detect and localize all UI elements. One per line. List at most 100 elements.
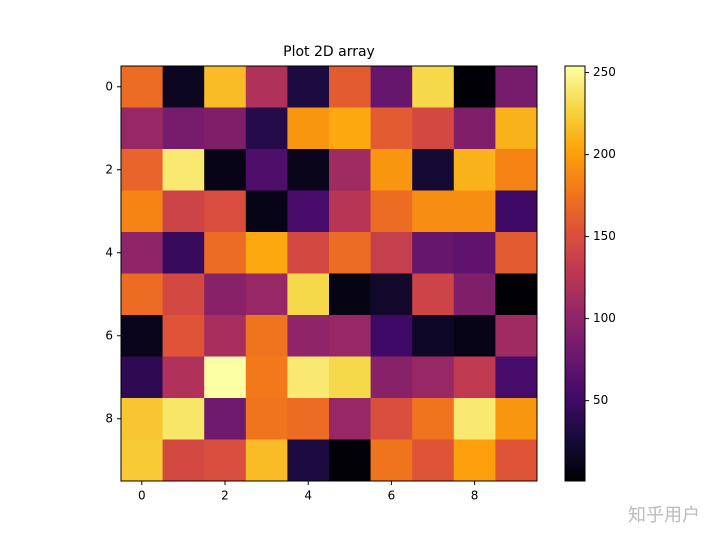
heatmap-cell [495, 398, 538, 440]
plot-frame [120, 65, 538, 482]
heatmap-cell [370, 107, 413, 150]
heatmap-cell [162, 190, 205, 233]
heatmap-cell [453, 315, 496, 357]
heatmap-cell [412, 190, 455, 233]
heatmap-cell [370, 190, 413, 233]
heatmap-cell [453, 149, 496, 191]
heatmap-cell [245, 66, 288, 108]
heatmap-cell [121, 356, 163, 399]
heatmap-cell [121, 439, 163, 482]
heatmap-cell [162, 232, 205, 274]
heatmap-cell [370, 398, 413, 440]
heatmap-cell [412, 66, 455, 108]
heatmap-cell [453, 190, 496, 233]
heatmap-cell [495, 439, 538, 482]
heatmap-cell [121, 232, 163, 274]
heatmap-cell [453, 398, 496, 440]
heatmap-cell [204, 66, 247, 108]
heatmap-cell [287, 273, 330, 316]
heatmap-cell [204, 190, 247, 233]
heatmap-cell [495, 190, 538, 233]
heatmap-cell [287, 149, 330, 191]
heatmap-cell [370, 232, 413, 274]
heatmap-cell [162, 356, 205, 399]
heatmap-cell [162, 107, 205, 150]
heatmap-cell [162, 273, 205, 316]
colorbar-tick-label: 250 [593, 65, 616, 79]
heatmap-cell [245, 273, 288, 316]
heatmap-cell [121, 190, 163, 233]
heatmap-cell [287, 232, 330, 274]
heatmap-cell [329, 190, 371, 233]
heatmap-cell [245, 107, 288, 150]
heatmap-cell [329, 398, 371, 440]
heatmap-cell [329, 232, 371, 274]
heatmap-cell [121, 398, 163, 440]
heatmap-cell [370, 439, 413, 482]
colorbar-tick-label: 200 [593, 147, 616, 161]
heatmap-cell [453, 356, 496, 399]
heatmap-cell [287, 315, 330, 357]
heatmap-cell [495, 149, 538, 191]
heatmap-cell [495, 315, 538, 357]
heatmap-cell [204, 439, 247, 482]
heatmap-cell [162, 439, 205, 482]
heatmap-cell [370, 149, 413, 191]
heatmap-cell [495, 232, 538, 274]
heatmap-cell [370, 273, 413, 316]
heatmap-cell [412, 439, 455, 482]
heatmap-cell [245, 398, 288, 440]
y-tick-label: 2 [105, 162, 113, 176]
heatmap-cell [495, 107, 538, 150]
heatmap-cell [245, 149, 288, 191]
x-tick-label: 6 [388, 489, 396, 503]
x-tick-label: 4 [304, 489, 312, 503]
heatmap-cell [329, 149, 371, 191]
watermark: 知乎用户 [628, 505, 700, 526]
heatmap-cell [204, 273, 247, 316]
heatmap-cell [412, 107, 455, 150]
colorbar-tick-label: 50 [593, 393, 608, 407]
heatmap-cell [121, 273, 163, 316]
heatmap-cell [329, 273, 371, 316]
heatmap-cell [329, 439, 371, 482]
heatmap-cell [204, 149, 247, 191]
heatmap-cell [121, 66, 163, 108]
heatmap-cell [287, 356, 330, 399]
heatmap-cell [245, 315, 288, 357]
heatmap-cell [453, 66, 496, 108]
heatmap-cell [495, 273, 538, 316]
heatmap-cell [121, 107, 163, 150]
heatmap-cell [495, 356, 538, 399]
heatmap-cell [204, 232, 247, 274]
heatmap-cell [412, 356, 455, 399]
y-tick-label: 6 [105, 328, 113, 342]
x-tick-label: 8 [471, 489, 479, 503]
heatmap-cell [412, 273, 455, 316]
y-tick-label: 8 [105, 411, 113, 425]
heatmap-cell [287, 66, 330, 108]
heatmap-cell [329, 356, 371, 399]
heatmap-cell [412, 232, 455, 274]
heatmap-cell [287, 190, 330, 233]
heatmap-cell [370, 315, 413, 357]
heatmap-cell [453, 439, 496, 482]
colorbar [564, 65, 586, 482]
heatmap-cell [287, 398, 330, 440]
heatmap-cell [287, 107, 330, 150]
heatmap-cell [245, 439, 288, 482]
heatmap-cell [329, 107, 371, 150]
heatmap-cell [370, 356, 413, 399]
colorbar-tick-label: 100 [593, 311, 616, 325]
heatmap-cell [412, 149, 455, 191]
heatmap-cell [370, 66, 413, 108]
colorbar-tick-label: 150 [593, 229, 616, 243]
heatmap-cell [412, 315, 455, 357]
heatmap-cell [162, 315, 205, 357]
heatmap-cell [162, 66, 205, 108]
heatmap-cell [453, 232, 496, 274]
heatmap-cell [412, 398, 455, 440]
x-tick-label: 0 [138, 489, 146, 503]
heatmap-cell [245, 232, 288, 274]
